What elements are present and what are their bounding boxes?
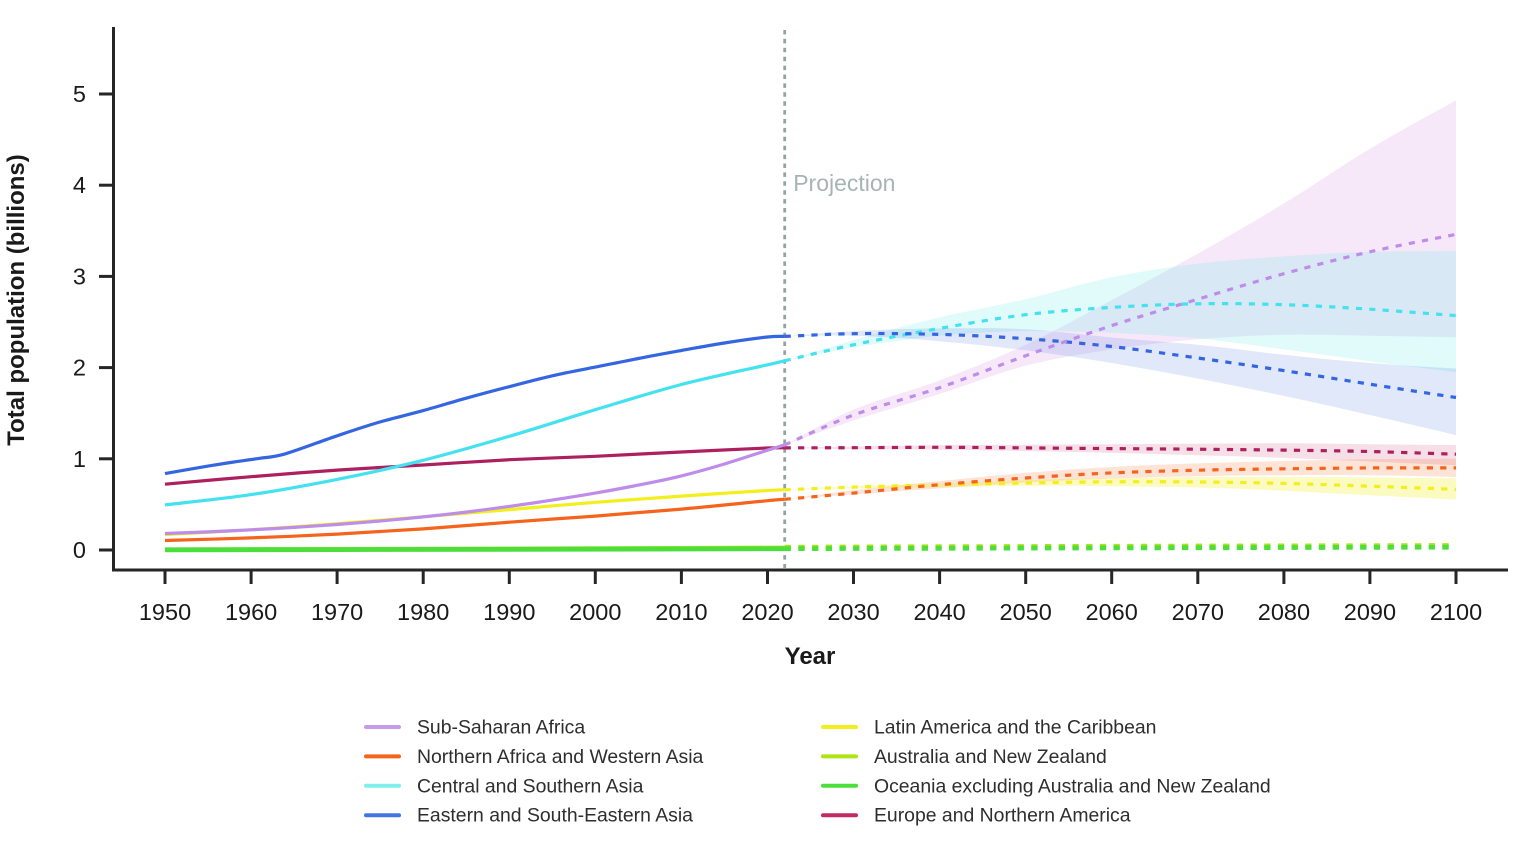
svg-text:1960: 1960: [225, 599, 277, 625]
svg-text:2060: 2060: [1086, 599, 1138, 625]
svg-text:2010: 2010: [655, 599, 707, 625]
svg-text:2020: 2020: [741, 599, 793, 625]
svg-text:Northern Africa and Western As: Northern Africa and Western Asia: [417, 746, 704, 768]
svg-text:2090: 2090: [1344, 599, 1396, 625]
svg-text:2100: 2100: [1430, 599, 1482, 625]
svg-text:1990: 1990: [483, 599, 535, 625]
svg-text:1: 1: [73, 446, 86, 472]
svg-text:2080: 2080: [1258, 599, 1310, 625]
svg-text:Total population (billions): Total population (billions): [3, 154, 30, 446]
svg-text:2040: 2040: [913, 599, 965, 625]
svg-text:3: 3: [73, 263, 86, 289]
svg-text:Central and Southern Asia: Central and Southern Asia: [417, 775, 644, 797]
svg-text:2070: 2070: [1172, 599, 1224, 625]
svg-text:5: 5: [73, 81, 86, 107]
svg-text:0: 0: [73, 537, 86, 563]
svg-text:Year: Year: [785, 643, 836, 670]
svg-text:1950: 1950: [139, 599, 191, 625]
svg-text:Eastern and South-Eastern Asia: Eastern and South-Eastern Asia: [417, 805, 693, 827]
svg-text:4: 4: [73, 172, 86, 198]
svg-text:2: 2: [73, 355, 86, 381]
svg-text:1970: 1970: [311, 599, 363, 625]
svg-text:2050: 2050: [1000, 599, 1052, 625]
svg-text:Europe and Northern America: Europe and Northern America: [874, 805, 1131, 827]
svg-text:Oceania excluding Australia an: Oceania excluding Australia and New Zeal…: [874, 775, 1271, 797]
svg-text:1980: 1980: [397, 599, 449, 625]
svg-text:2000: 2000: [569, 599, 621, 625]
svg-text:Australia and New Zealand: Australia and New Zealand: [874, 746, 1107, 768]
svg-text:2030: 2030: [827, 599, 879, 625]
svg-text:Latin America and the Caribbea: Latin America and the Caribbean: [874, 717, 1156, 739]
svg-text:Projection: Projection: [793, 170, 895, 196]
svg-text:Sub-Saharan Africa: Sub-Saharan Africa: [417, 717, 585, 739]
